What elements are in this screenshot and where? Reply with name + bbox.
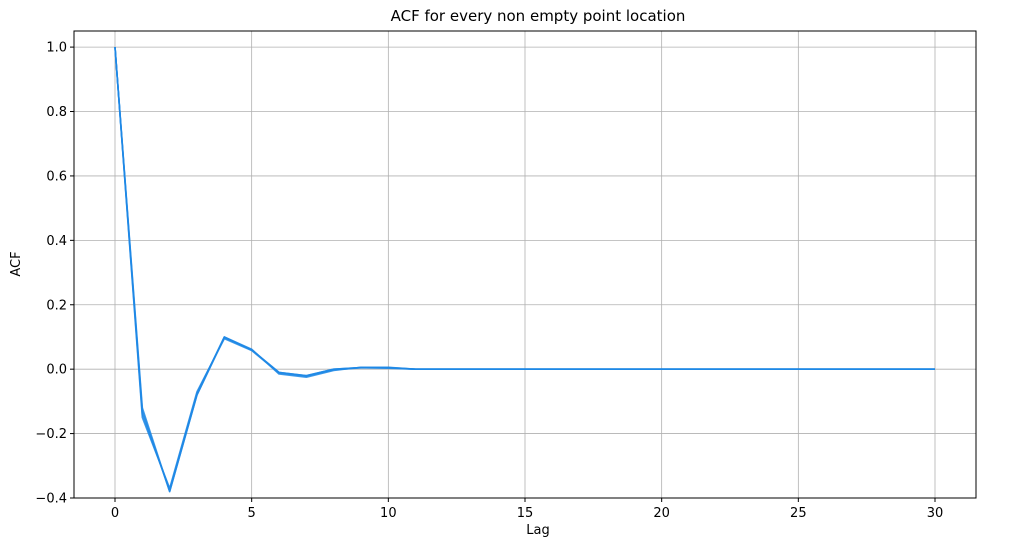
- x-tick-label: 5: [248, 506, 256, 521]
- y-tick-label: 0.2: [46, 298, 67, 313]
- y-axis-label: ACF: [9, 251, 24, 276]
- y-tick-label: −0.4: [35, 492, 67, 507]
- x-tick-label: 20: [653, 506, 670, 521]
- series-lines: [114, 47, 935, 493]
- x-tick-label: 30: [927, 506, 944, 521]
- y-tick-label: 0.0: [46, 363, 67, 378]
- series-line: [114, 47, 935, 493]
- x-axis-label: Lag: [526, 523, 549, 538]
- x-tick-label: 15: [517, 506, 534, 521]
- ticks: 0 5 10 15 20 25 30 −0.4 −0.2 0.0 0.2 0.4 0.6 0.8 1.0: [35, 41, 943, 521]
- chart-title: ACF for every non empty point location: [391, 7, 686, 25]
- x-tick-label: 0: [111, 506, 119, 521]
- y-tick-label: 1.0: [46, 41, 67, 56]
- x-tick-label: 10: [380, 506, 397, 521]
- x-tick-label: 25: [790, 506, 807, 521]
- y-tick-label: −0.2: [35, 427, 67, 442]
- y-tick-label: 0.8: [46, 105, 67, 120]
- y-tick-label: 0.6: [46, 169, 67, 184]
- y-tick-label: 0.4: [46, 234, 67, 249]
